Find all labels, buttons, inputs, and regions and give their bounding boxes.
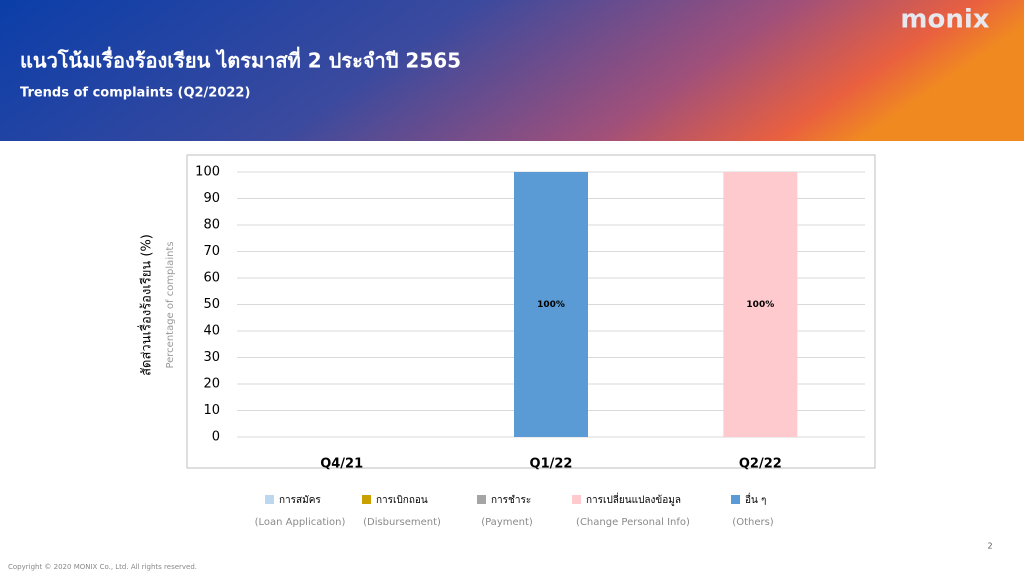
legend-swatch: [572, 495, 581, 504]
y-tick-label: 30: [203, 350, 220, 365]
legend-swatch: [265, 495, 274, 504]
legend-swatch: [477, 495, 486, 504]
legend-label-en: (Others): [732, 517, 774, 528]
copyright: Copyright © 2020 MONIX Co., Ltd. All rig…: [8, 563, 197, 571]
y-tick-label: 100: [195, 165, 220, 180]
y-tick-label: 20: [203, 377, 220, 392]
header-band: [0, 0, 1024, 141]
data-label: 100%: [537, 300, 565, 310]
y-tick-label: 40: [203, 324, 220, 339]
legend-label: การสมัคร: [279, 495, 321, 506]
y-tick-label: 0: [212, 430, 220, 445]
y-tick-label: 60: [203, 271, 220, 286]
x-tick-label: Q4/21: [320, 457, 363, 472]
page-number: 2: [987, 542, 992, 551]
y-tick-label: 50: [203, 297, 220, 312]
x-tick-label: Q2/22: [739, 457, 782, 472]
logo: monix: [900, 5, 989, 35]
y-tick-label: 90: [203, 191, 220, 206]
legend-label-en: (Loan Application): [255, 517, 346, 528]
y-tick-label: 80: [203, 218, 220, 233]
y-tick-label: 70: [203, 244, 220, 259]
subtitle: Trends of complaints (Q2/2022): [20, 86, 250, 101]
legend-label: การชำระ: [491, 495, 531, 506]
legend-label-en: (Change Personal Info): [576, 517, 690, 528]
y-axis-label-en: Percentage of complaints: [165, 241, 176, 368]
legend-label: การเบิกถอน: [376, 495, 428, 506]
legend-label-en: (Disbursement): [363, 517, 441, 528]
title: แนวโน้มเรื่องร้องเรียน ไตรมาสที่ 2 ประจำ…: [20, 46, 461, 73]
legend-label-en: (Payment): [481, 517, 533, 528]
bar-segment: [514, 172, 588, 437]
y-tick-label: 10: [203, 403, 220, 418]
x-tick-label: Q1/22: [530, 457, 573, 472]
legend-swatch: [362, 495, 371, 504]
legend-label: อื่น ๆ: [745, 492, 766, 506]
data-label: 100%: [746, 300, 774, 310]
legend-swatch: [731, 495, 740, 504]
legend-label: การเปลี่ยนแปลงข้อมูล: [586, 492, 681, 506]
y-axis-label: สัดส่วนเรื่องร้องเรียน (%): [138, 234, 155, 376]
bar-segment: [723, 172, 798, 437]
chart-frame: [186, 154, 876, 469]
